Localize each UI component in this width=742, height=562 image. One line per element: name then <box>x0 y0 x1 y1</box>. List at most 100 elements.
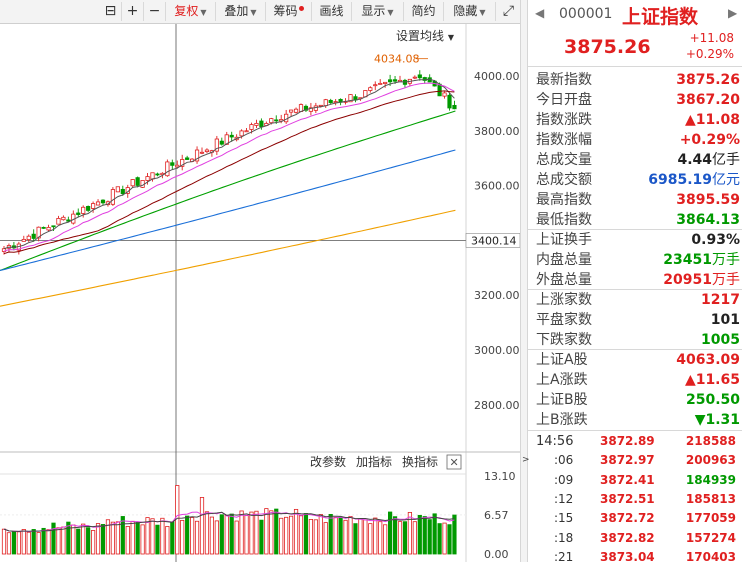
candle-body <box>348 94 353 103</box>
sub-indicator-button[interactable]: 换指标 <box>402 454 438 469</box>
volume-bar <box>254 510 259 555</box>
candle-body <box>368 87 373 91</box>
quote-row-label: 内盘总量 <box>536 252 592 268</box>
candle-body <box>279 119 284 122</box>
toolbar-item-6[interactable]: 画线 <box>312 2 352 21</box>
stock-code: 000001 <box>559 6 613 22</box>
quote-row-value: 3867.20 <box>676 90 740 110</box>
volume-bar <box>61 526 66 555</box>
zoom-in-button[interactable]: + <box>122 2 144 21</box>
volume-bar <box>373 517 378 555</box>
lock-button[interactable]: ⊟ <box>100 2 122 21</box>
quote-row-label: 上证A股 <box>536 352 588 368</box>
quote-row-value: 3875.26 <box>676 70 740 90</box>
toolbar-item-7[interactable]: 显示 ▼ <box>352 2 404 21</box>
toolbar-item-label: 显示 <box>361 4 386 18</box>
dropdown-caret-icon: ▼ <box>387 8 394 17</box>
toolbar-item-9[interactable]: 隐藏 ▼ <box>444 2 496 21</box>
quote-row: 内盘总量 23451万手 <box>528 250 742 270</box>
candle-body <box>56 218 61 225</box>
ma30-line <box>0 110 456 272</box>
current-price: 3875.26 <box>564 36 651 58</box>
ma20-line <box>3 90 455 255</box>
volume-bar <box>100 524 106 555</box>
collapse-arrow-icon[interactable]: > <box>522 455 530 465</box>
zoom-out-button[interactable]: − <box>144 2 166 21</box>
volume-bar <box>135 521 140 555</box>
sub-indicator-button[interactable]: 加指标 <box>356 454 392 469</box>
candle-body <box>61 216 66 221</box>
quote-value-number: 3895.59 <box>676 192 740 208</box>
toolbar-item-8[interactable]: 简约 <box>404 2 444 21</box>
volume-bar <box>442 522 447 555</box>
candle-body <box>86 206 91 211</box>
volume-bar <box>378 521 383 555</box>
kline-chart[interactable]: 4000.00 3800.00 3600.00 3200.00 3000.00 2800.… <box>0 24 521 562</box>
candle-body <box>180 159 185 167</box>
volume-bar <box>397 521 403 555</box>
divider <box>528 229 742 230</box>
divider <box>528 430 742 431</box>
quote-row: 指数涨跌 ▲11.08 <box>528 110 742 130</box>
price-change: +11.08 <box>689 31 734 45</box>
volume-axis-label: 6.57 <box>484 509 509 522</box>
volume-bar <box>318 514 323 555</box>
dropdown-caret-icon: ▼ <box>250 8 257 17</box>
volume-bar <box>427 519 432 555</box>
candle-body <box>437 83 442 97</box>
candle-body <box>412 76 417 79</box>
volume-bar <box>11 531 16 555</box>
volume-axis-label: 0.00 <box>484 548 509 561</box>
quote-row-label: 今日开盘 <box>536 92 592 108</box>
volume-bar <box>288 515 294 555</box>
candle-body <box>170 162 175 166</box>
y-axis-label: 3600.00 <box>474 180 520 193</box>
candle-body <box>323 99 328 107</box>
candle-body <box>110 189 115 205</box>
volume-bar <box>239 510 244 555</box>
tick-row: :21 3873.04 170403 <box>528 547 742 562</box>
candle-body <box>373 84 378 87</box>
sub-indicator-button[interactable]: 改参数 <box>310 454 346 469</box>
prev-stock-icon[interactable]: ◀ <box>535 6 545 20</box>
quote-value-unit: 亿手 <box>712 152 740 168</box>
tick-volume: 184939 <box>685 472 736 487</box>
quote-row: 最高指数 3895.59 <box>528 190 742 210</box>
close-subpane-button[interactable] <box>446 454 462 470</box>
quote-value-number: 6985.19 <box>648 172 712 188</box>
next-stock-icon[interactable]: ▶ <box>728 6 738 20</box>
candle-body <box>155 173 160 176</box>
ma-settings-button[interactable]: 设置均线 ▼ <box>396 29 454 43</box>
ma5-line <box>3 78 455 250</box>
toolbar-item-label: 简约 <box>411 4 436 18</box>
quote-value-number: ▼1.31 <box>694 412 740 428</box>
candle-body <box>308 107 314 112</box>
tick-time: 14:56 <box>536 434 574 449</box>
candle-body <box>21 238 26 242</box>
fullscreen-button[interactable]: ⤢ <box>496 2 522 21</box>
volume-bar <box>165 526 170 555</box>
toolbar-item-4[interactable]: 叠加 ▼ <box>216 2 266 21</box>
volume-bar <box>269 510 274 555</box>
quote-value-number: ▲11.65 <box>684 372 740 388</box>
quote-value-number: 1217 <box>701 292 740 308</box>
tick-row: :09 3872.41 184939 <box>528 470 742 491</box>
quote-value-number: ▲11.08 <box>684 112 740 128</box>
candle-body <box>383 81 388 85</box>
zoom-out-icon: − <box>148 3 161 19</box>
toolbar-item-3[interactable]: 复权 ▼ <box>166 2 216 21</box>
candle-body <box>214 138 219 152</box>
panel-splitter[interactable]: > <box>520 0 530 562</box>
volume-bar <box>383 524 388 555</box>
volume-bar <box>26 531 31 555</box>
candle-body <box>26 235 31 241</box>
y-axis-label: 3200.00 <box>474 289 520 302</box>
quote-value-number: 4063.09 <box>676 352 740 368</box>
toolbar-item-5[interactable]: 筹码 <box>266 2 312 21</box>
quote-row: 上A涨跌 ▲11.65 <box>528 370 742 390</box>
candle-body <box>130 179 135 187</box>
quote-row-label: 总成交量 <box>536 152 592 168</box>
kline-chart-area[interactable]: 4000.00 3800.00 3600.00 3200.00 3000.00 2800.… <box>0 24 521 562</box>
quote-header: ◀ 000001 上证指数 ▶ <box>528 0 742 30</box>
